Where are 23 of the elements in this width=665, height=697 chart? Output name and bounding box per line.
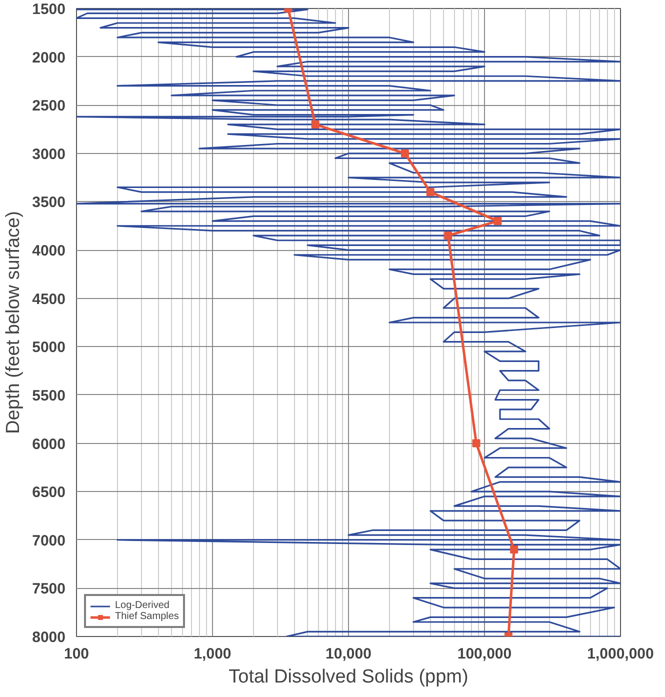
y-tick-label: 5000: [32, 339, 66, 356]
y-tick-label: 3500: [32, 194, 66, 212]
legend-label: Thief Samples: [115, 611, 179, 622]
y-tick-label: 2500: [32, 98, 66, 115]
y-axis-title: Depth (feet below surface): [3, 211, 24, 434]
y-tick-label: 1500: [32, 1, 66, 18]
y-tick-label: 6500: [32, 484, 66, 502]
x-tick-label: 10,000: [326, 646, 372, 662]
y-tick-label: 3000: [32, 146, 66, 163]
y-tick-label: 7500: [32, 580, 66, 598]
y-tick-label: 5500: [32, 387, 66, 404]
x-tick-label: 1,000: [194, 646, 232, 662]
x-axis-title: Total Dissolved Solids (ppm): [228, 666, 468, 688]
y-tick-label: 4000: [32, 242, 66, 260]
y-tick-label: 4500: [32, 290, 66, 308]
y-tick-label: 7000: [32, 532, 66, 550]
x-tick-label: 100: [64, 646, 90, 662]
y-tick-label: 2000: [32, 49, 66, 66]
x-tick-label: 1,000,000: [587, 646, 654, 662]
x-tick-label: 100,000: [457, 646, 512, 662]
y-tick-label: 8000: [32, 629, 66, 646]
legend-label: Log-Derived: [115, 600, 170, 611]
y-tick-label: 6000: [32, 436, 66, 453]
